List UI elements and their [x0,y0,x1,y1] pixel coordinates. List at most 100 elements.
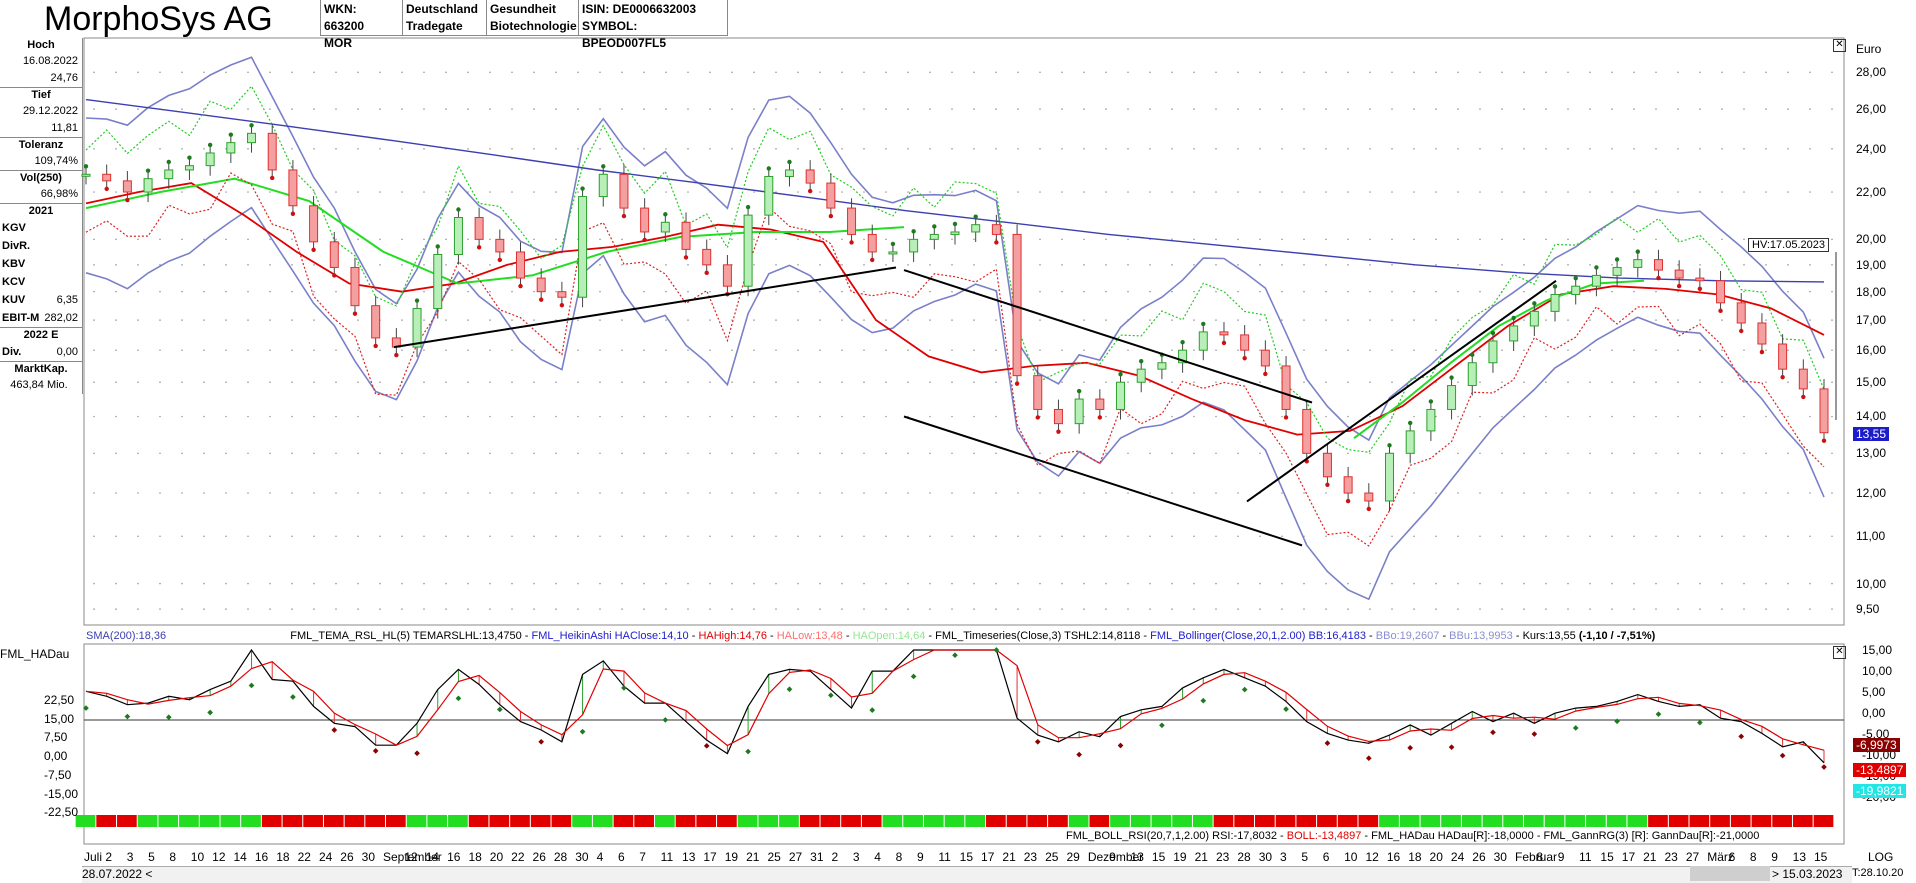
grid-dot [907,381,909,384]
grid-dot [775,535,777,538]
grid-dot [643,415,645,418]
grid-dot [1457,238,1459,241]
grid-dot [951,319,953,321]
trend-line-1 [85,177,905,285]
grid-dot [621,148,623,150]
y-tick-label: 18,00 [1856,284,1887,299]
grid-dot [1149,381,1151,384]
scroll-left-icon[interactable]: < [145,867,153,881]
signal-dot [456,207,461,212]
grid-dot [599,264,601,266]
grid-dot [335,381,337,384]
grid-dot [467,452,469,455]
grid-dot [1083,191,1085,193]
grid-dot [203,71,205,74]
signal-bar-segment [923,815,944,827]
grid-dot [1699,415,1701,418]
grid-dot [401,535,403,538]
grid-dot [951,415,953,418]
grid-dot [797,415,799,418]
grid-dot [1369,582,1371,585]
grid-dot [1347,290,1349,293]
signal-dot [787,159,792,165]
candle-body [660,221,670,233]
signal-bar-segment [1089,815,1110,827]
grid-dot [1171,319,1173,321]
signal-bar-segment [117,815,137,827]
grid-dot [1523,319,1525,321]
candle-body [1385,452,1394,502]
grid-dot [1743,148,1745,150]
grid-dot [115,71,117,74]
x-tick-label: 23 [1023,850,1038,864]
grid-dot [1699,608,1701,610]
x-tick-label: 6 [1728,850,1736,864]
signal-bar-segment [468,815,489,827]
grid-dot [159,71,161,74]
scroll-thumb[interactable] [1690,866,1770,881]
y-tick-label: 17,00 [1856,313,1887,328]
grid-dot [775,108,777,110]
signal-bar-segment [861,815,882,827]
grid-dot [687,71,689,74]
grid-dot [929,148,931,150]
grid-dot [973,608,975,610]
grid-dot [1171,582,1173,585]
grid-dot [1523,290,1525,293]
x-tick-label: 19 [724,850,739,864]
grid-dot [1787,71,1789,74]
grid-dot [885,381,887,384]
signal-dot [1366,506,1372,512]
grid-dot [643,264,645,266]
grid-dot [929,71,931,74]
grid-dot [203,415,205,418]
grid-dot [401,452,403,455]
grid-dot [951,535,953,538]
grid-dot [687,582,689,585]
indicator-tick-label: -5,00 [1862,727,1890,742]
grid-dot [885,582,887,585]
close-icon[interactable]: ✕ [1833,39,1846,52]
signal-bar-segment [634,815,654,827]
signal-dot [311,247,316,253]
grid-dot [313,264,315,266]
grid-dot [709,381,711,384]
timeseries-low [85,172,1825,547]
scale-mode[interactable]: LOG [1868,850,1894,864]
grid-dot [973,148,975,150]
grid-dot [1149,415,1151,418]
grid-dot [1545,452,1547,455]
grid-dot [511,415,513,418]
signal-bar-segment [530,815,551,827]
grid-dot [1017,108,1019,110]
grid-dot [775,319,777,321]
grid-dot [1215,191,1217,193]
grid-dot [1435,415,1437,418]
grid-dot [1083,238,1085,241]
grid-dot [1479,492,1481,494]
scroll-right-icon[interactable]: > [1772,867,1780,881]
grid-dot [1303,381,1305,384]
grid-dot [929,191,931,193]
grid-dot [753,535,755,538]
grid-dot [489,238,491,241]
grid-dot [1259,319,1261,321]
grid-dot [797,108,799,110]
grid-dot [555,535,557,538]
gann-marker [952,652,958,659]
scroll-bar[interactable] [82,866,1852,883]
grid-dot [1039,71,1041,74]
grid-dot [555,238,557,241]
grid-dot [159,381,161,384]
grid-dot [379,535,381,538]
grid-dot [1699,381,1701,384]
grid-dot [247,492,249,494]
signal-bar-segment [96,815,117,827]
grid-dot [709,492,711,494]
signal-dot [1263,371,1268,377]
grid-dot [137,582,139,585]
grid-dot [1083,381,1085,384]
close-indicator-icon[interactable]: ✕ [1833,646,1846,659]
grid-dot [1105,535,1107,538]
